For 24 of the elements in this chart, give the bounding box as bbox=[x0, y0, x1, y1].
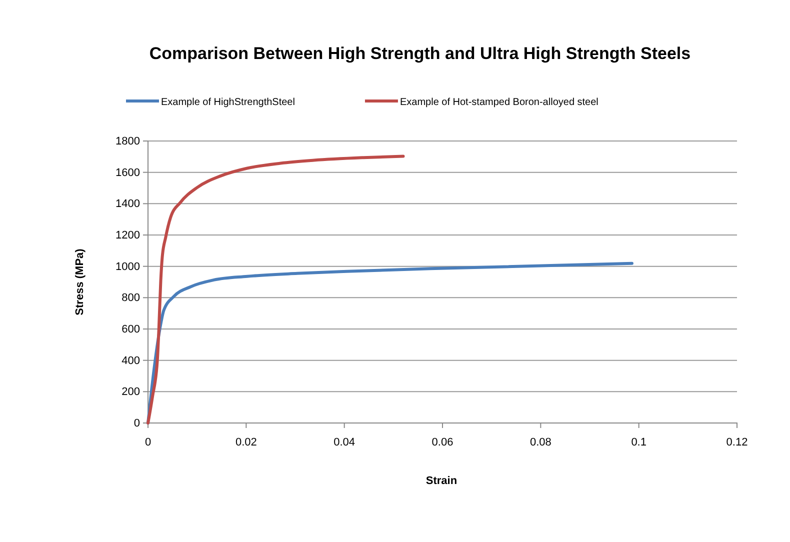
legend-label: Example of HighStrengthSteel bbox=[161, 97, 295, 108]
y-tick-label: 600 bbox=[122, 324, 140, 336]
x-axis-title: Strain bbox=[426, 475, 458, 487]
x-tick-label: 0 bbox=[144, 436, 152, 448]
x-tick-label: 0.04 bbox=[334, 436, 356, 448]
chart-title: Comparison Between High Strength and Ultra High Strength Steels bbox=[149, 44, 691, 63]
x-tick-label: 0.06 bbox=[432, 436, 454, 448]
legend-label: Example of Hot-stamped Boron-alloyed steel bbox=[400, 97, 598, 108]
x-tick-label: 0.1 bbox=[631, 436, 646, 448]
y-tick-label: 1400 bbox=[116, 198, 140, 210]
y-tick-label: 800 bbox=[122, 292, 140, 304]
line-series bbox=[146, 262, 634, 424]
y-tick-label: 1200 bbox=[116, 230, 140, 242]
x-tick-label: 0.02 bbox=[235, 436, 257, 448]
line-series bbox=[146, 154, 405, 424]
y-tick-label: 400 bbox=[122, 354, 140, 367]
y-tick-label: 200 bbox=[122, 386, 140, 398]
y-tick-label: 1000 bbox=[116, 260, 140, 273]
y-tick-label: 0 bbox=[134, 418, 140, 430]
x-tick-label: 0.08 bbox=[530, 436, 552, 448]
y-axis-title: Stress (MPa) bbox=[74, 248, 86, 316]
y-tick-label: 1600 bbox=[116, 166, 140, 179]
y-tick-label: 1800 bbox=[116, 136, 140, 148]
x-tick-label: 0.12 bbox=[726, 436, 748, 448]
